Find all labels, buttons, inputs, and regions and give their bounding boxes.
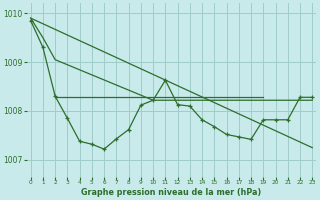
- X-axis label: Graphe pression niveau de la mer (hPa): Graphe pression niveau de la mer (hPa): [81, 188, 261, 197]
